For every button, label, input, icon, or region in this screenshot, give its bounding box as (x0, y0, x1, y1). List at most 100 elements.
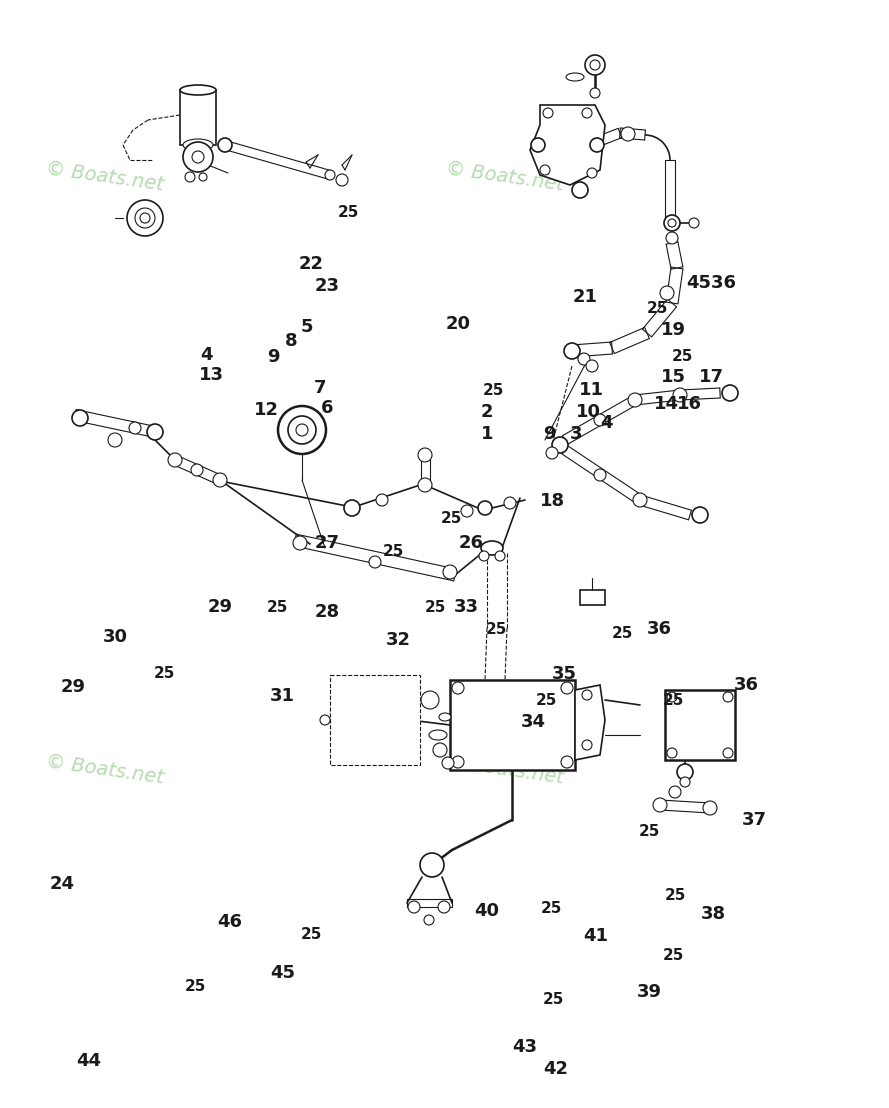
Text: © Boats.net: © Boats.net (44, 160, 165, 195)
Ellipse shape (439, 714, 451, 721)
Text: 12: 12 (254, 401, 279, 419)
Circle shape (72, 410, 88, 425)
Text: 36: 36 (734, 676, 759, 694)
Circle shape (572, 182, 588, 198)
Circle shape (703, 801, 717, 815)
Text: 14: 14 (654, 396, 679, 413)
Text: 21: 21 (573, 288, 597, 306)
Text: 25: 25 (300, 926, 322, 942)
Polygon shape (330, 675, 420, 765)
Text: 16: 16 (677, 396, 701, 413)
Text: 25: 25 (154, 666, 175, 681)
Circle shape (168, 453, 182, 466)
Circle shape (443, 565, 457, 579)
Text: 25: 25 (338, 205, 359, 220)
Text: 25: 25 (541, 901, 562, 916)
Circle shape (680, 777, 690, 787)
Text: 30: 30 (103, 628, 128, 646)
Text: © Boats.net: © Boats.net (44, 752, 165, 788)
Text: 41: 41 (583, 927, 608, 945)
Text: 25: 25 (485, 622, 507, 637)
Text: 34: 34 (521, 714, 546, 731)
Circle shape (653, 798, 667, 812)
Circle shape (135, 208, 155, 228)
Circle shape (479, 551, 489, 561)
Circle shape (590, 60, 600, 70)
Circle shape (582, 740, 592, 750)
Circle shape (398, 743, 408, 753)
Text: 25: 25 (382, 544, 404, 560)
Text: 15: 15 (661, 368, 686, 386)
Text: 44: 44 (76, 1053, 101, 1070)
Circle shape (433, 743, 447, 757)
Circle shape (594, 469, 606, 481)
Text: 40: 40 (475, 902, 500, 920)
Text: 2: 2 (481, 403, 493, 421)
Circle shape (408, 901, 420, 913)
Text: 20: 20 (445, 315, 470, 332)
Text: 9: 9 (543, 425, 556, 443)
Text: 4: 4 (600, 414, 613, 432)
Circle shape (192, 151, 204, 163)
Circle shape (420, 853, 444, 878)
Circle shape (667, 748, 677, 758)
Circle shape (213, 473, 227, 488)
Text: 24: 24 (50, 875, 75, 893)
Circle shape (495, 551, 505, 561)
Circle shape (129, 422, 141, 434)
Circle shape (677, 765, 693, 780)
Text: 7: 7 (314, 379, 326, 397)
Circle shape (183, 142, 213, 172)
Circle shape (594, 414, 606, 425)
Bar (450, 680, 575, 770)
Text: 26: 26 (459, 534, 484, 552)
Circle shape (278, 406, 326, 454)
Text: 25: 25 (638, 823, 660, 839)
Circle shape (628, 393, 642, 407)
Ellipse shape (566, 73, 584, 81)
Text: 19: 19 (661, 321, 686, 339)
Text: 39: 39 (637, 983, 661, 1001)
Circle shape (723, 692, 733, 702)
Text: 43: 43 (512, 1038, 537, 1056)
Text: 33: 33 (454, 598, 479, 616)
Text: 29: 29 (208, 598, 233, 616)
Text: 36: 36 (647, 620, 672, 638)
Text: 5: 5 (300, 318, 313, 336)
Circle shape (669, 786, 681, 798)
Circle shape (452, 756, 464, 768)
Circle shape (418, 448, 432, 462)
Circle shape (621, 127, 635, 141)
Text: 23: 23 (315, 277, 340, 295)
Text: 25: 25 (542, 992, 564, 1007)
Circle shape (293, 536, 307, 550)
Circle shape (504, 497, 516, 509)
Circle shape (673, 388, 687, 402)
Text: 13: 13 (199, 366, 224, 383)
Circle shape (664, 215, 680, 230)
Text: 4536: 4536 (686, 274, 736, 291)
Circle shape (723, 748, 733, 758)
Circle shape (478, 501, 492, 515)
Circle shape (325, 170, 335, 179)
Circle shape (582, 107, 592, 117)
Circle shape (660, 286, 674, 300)
Bar (180, 90, 216, 145)
Text: 46: 46 (217, 913, 242, 931)
Text: 11: 11 (579, 381, 604, 399)
Circle shape (666, 232, 678, 244)
Bar (665, 690, 735, 760)
Text: 25: 25 (267, 599, 288, 615)
Circle shape (667, 692, 677, 702)
Circle shape (296, 424, 308, 437)
Text: 9: 9 (268, 348, 280, 366)
Text: 28: 28 (315, 603, 340, 620)
Text: 3: 3 (570, 425, 582, 443)
Text: 10: 10 (576, 403, 601, 421)
Circle shape (561, 756, 573, 768)
Text: 25: 25 (647, 300, 669, 316)
Text: 42: 42 (543, 1060, 568, 1078)
Text: 25: 25 (663, 692, 685, 708)
Text: 4: 4 (200, 346, 212, 363)
Circle shape (442, 757, 454, 769)
